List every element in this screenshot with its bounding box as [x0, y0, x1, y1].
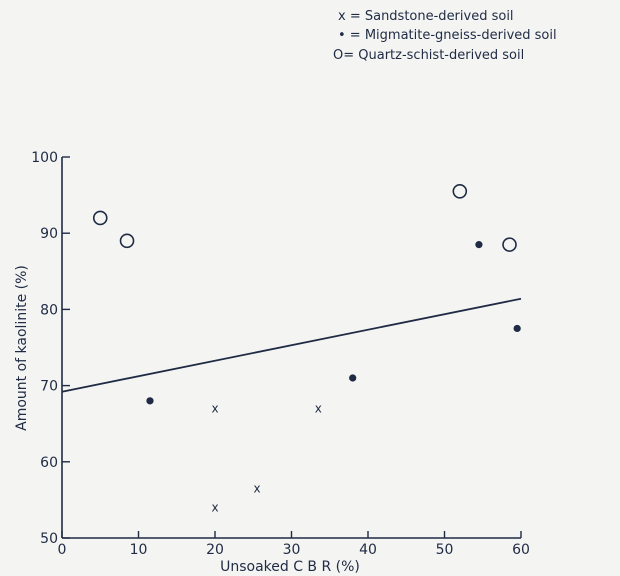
x-tick-label: 60: [512, 542, 530, 558]
y-tick-label: 50: [40, 531, 58, 547]
point-sandstone: x: [211, 501, 218, 515]
point-migmatite: [513, 324, 521, 333]
y-axis-ticks: 50 60 70 80 90 100: [31, 150, 70, 547]
point-migmatite: [475, 241, 483, 249]
legend-item-sandstone: x = Sandstone-derived soil: [338, 9, 514, 24]
trendline: [61, 297, 522, 393]
point-migmatite: [349, 374, 357, 382]
point-quartz-schist: [119, 233, 135, 249]
y-tick-label: 60: [40, 455, 58, 471]
x-tick-label: 50: [436, 542, 454, 558]
trendline-group: [61, 297, 522, 393]
legend-item-migmatite: • = Migmatite-gneiss-derived soil: [338, 28, 557, 43]
legend-item-quartz-schist: O= Quartz-schist-derived soil: [333, 48, 524, 63]
x-tick-label: 20: [206, 542, 224, 558]
x-tick-label: 0: [58, 542, 67, 558]
x-tick-label: 30: [283, 542, 301, 558]
y-tick-label: 90: [40, 226, 58, 242]
point-sandstone: x: [254, 481, 261, 495]
point-quartz-schist: [452, 183, 468, 199]
point-quartz-schist: [502, 237, 517, 252]
data-points: x x x x: [92, 183, 521, 515]
point-sandstone: x: [211, 401, 218, 415]
point-quartz-schist: [92, 210, 108, 226]
legend: x = Sandstone-derived soil • = Migmatite…: [333, 9, 557, 63]
x-axis-ticks: 0 10 20 30 40 50 60: [58, 531, 530, 558]
y-axis-title: Amount of kaolinite (%): [14, 265, 30, 431]
point-migmatite: [146, 397, 154, 405]
point-sandstone: x: [315, 401, 322, 415]
y-tick-label: 80: [40, 302, 58, 318]
x-axis-title: Unsoaked C B R (%): [220, 559, 360, 575]
x-tick-label: 40: [359, 542, 377, 558]
x-tick-label: 10: [130, 542, 148, 558]
y-tick-label: 100: [31, 150, 58, 166]
y-tick-label: 70: [40, 379, 58, 395]
